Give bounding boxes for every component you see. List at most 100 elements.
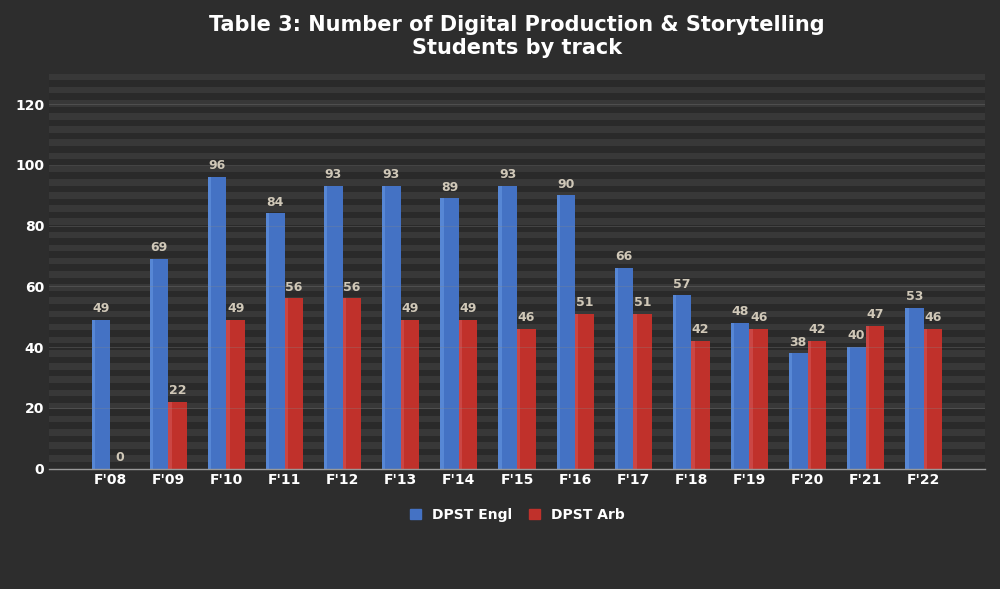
Bar <box>168 402 172 468</box>
Text: 22: 22 <box>169 384 186 397</box>
Text: 56: 56 <box>285 281 302 294</box>
Bar <box>266 213 269 468</box>
Bar <box>49 330 985 337</box>
Bar <box>49 429 985 436</box>
Bar <box>49 416 985 422</box>
Bar <box>866 326 884 468</box>
Bar <box>49 370 985 376</box>
Text: 46: 46 <box>750 311 767 324</box>
Text: 66: 66 <box>615 250 633 263</box>
Text: 49: 49 <box>401 302 419 315</box>
Bar <box>92 320 110 468</box>
Bar <box>615 268 618 468</box>
Bar <box>49 153 985 159</box>
Text: 46: 46 <box>518 311 535 324</box>
Bar <box>382 186 401 468</box>
Bar <box>49 113 985 120</box>
Bar <box>749 329 753 468</box>
Bar <box>324 186 327 468</box>
Text: 90: 90 <box>557 178 575 191</box>
Bar <box>49 252 985 258</box>
Bar <box>49 238 985 245</box>
Bar <box>924 329 927 468</box>
Text: 53: 53 <box>906 290 923 303</box>
Text: 93: 93 <box>325 168 342 181</box>
Bar <box>517 329 536 468</box>
Bar <box>49 422 985 429</box>
Bar <box>557 195 560 468</box>
Text: 40: 40 <box>848 329 865 342</box>
Bar <box>343 299 361 468</box>
Bar <box>49 80 985 87</box>
Bar <box>92 320 95 468</box>
Text: 42: 42 <box>808 323 826 336</box>
Bar <box>49 225 985 231</box>
Text: 51: 51 <box>634 296 651 309</box>
Bar <box>49 396 985 403</box>
Bar <box>905 307 909 468</box>
Bar <box>49 449 985 455</box>
Bar <box>49 356 985 363</box>
Bar <box>49 212 985 219</box>
Bar <box>208 177 211 468</box>
Bar <box>847 347 850 468</box>
Bar <box>49 350 985 356</box>
Bar <box>285 299 288 468</box>
Text: 93: 93 <box>499 168 516 181</box>
Bar <box>575 313 594 468</box>
Bar <box>691 341 695 468</box>
Bar <box>49 133 985 140</box>
Bar <box>49 258 985 264</box>
Bar <box>731 323 749 468</box>
Bar <box>226 320 245 468</box>
Text: 49: 49 <box>92 302 110 315</box>
Title: Table 3: Number of Digital Production & Storytelling
Students by track: Table 3: Number of Digital Production & … <box>209 15 825 58</box>
Bar <box>49 376 985 383</box>
Bar <box>49 107 985 113</box>
Bar <box>866 326 869 468</box>
Text: 51: 51 <box>576 296 593 309</box>
Bar <box>49 120 985 126</box>
Text: 42: 42 <box>692 323 709 336</box>
Bar <box>49 74 985 80</box>
Bar <box>808 341 826 468</box>
Bar <box>49 291 985 297</box>
Bar <box>440 198 444 468</box>
Bar <box>49 192 985 198</box>
Bar <box>440 198 459 468</box>
Bar <box>49 146 985 153</box>
Bar <box>49 324 985 330</box>
Bar <box>49 383 985 389</box>
Bar <box>49 159 985 166</box>
Bar <box>498 186 517 468</box>
Bar <box>226 320 230 468</box>
Bar <box>49 94 985 100</box>
Bar <box>459 320 477 468</box>
Text: 0: 0 <box>115 451 124 464</box>
Bar <box>49 264 985 271</box>
Bar <box>49 277 985 284</box>
Bar <box>49 231 985 238</box>
Bar <box>208 177 226 468</box>
Bar <box>847 347 866 468</box>
Bar <box>49 363 985 370</box>
Bar <box>49 442 985 449</box>
Bar <box>49 126 985 133</box>
Bar <box>49 455 985 462</box>
Text: 49: 49 <box>227 302 244 315</box>
Bar <box>49 403 985 409</box>
Bar <box>633 313 637 468</box>
Text: 56: 56 <box>343 281 361 294</box>
Bar <box>731 323 734 468</box>
Bar <box>150 259 168 468</box>
Bar <box>749 329 768 468</box>
Bar <box>905 307 924 468</box>
Bar <box>459 320 462 468</box>
Text: 47: 47 <box>866 308 884 321</box>
Text: 84: 84 <box>267 196 284 209</box>
Bar <box>150 259 153 468</box>
Bar <box>382 186 385 468</box>
Bar <box>498 186 502 468</box>
Bar <box>401 320 404 468</box>
Bar <box>691 341 710 468</box>
